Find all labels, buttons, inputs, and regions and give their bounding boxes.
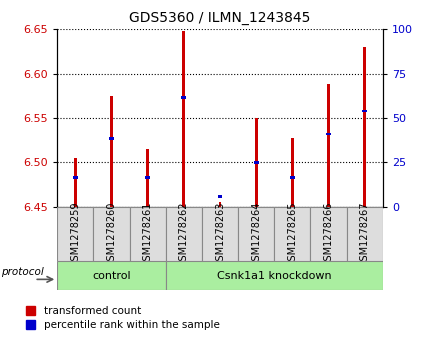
Bar bbox=[363, 47, 366, 207]
Text: control: control bbox=[92, 271, 131, 281]
Text: GSM1278262: GSM1278262 bbox=[179, 201, 189, 267]
Bar bbox=[290, 176, 295, 179]
Bar bbox=[182, 31, 185, 207]
Bar bbox=[363, 110, 367, 112]
Bar bbox=[110, 96, 113, 207]
FancyBboxPatch shape bbox=[93, 207, 129, 261]
Text: GSM1278265: GSM1278265 bbox=[287, 201, 297, 267]
FancyBboxPatch shape bbox=[166, 261, 383, 290]
Text: GSM1278260: GSM1278260 bbox=[106, 201, 117, 267]
FancyBboxPatch shape bbox=[274, 207, 311, 261]
FancyBboxPatch shape bbox=[311, 207, 347, 261]
Bar bbox=[181, 96, 186, 99]
Text: GSM1278264: GSM1278264 bbox=[251, 201, 261, 267]
Text: GSM1278261: GSM1278261 bbox=[143, 201, 153, 267]
FancyBboxPatch shape bbox=[202, 207, 238, 261]
Bar bbox=[146, 149, 149, 207]
Text: protocol: protocol bbox=[1, 268, 44, 277]
FancyBboxPatch shape bbox=[57, 261, 166, 290]
Bar bbox=[326, 132, 331, 135]
Bar bbox=[74, 158, 77, 207]
Bar bbox=[327, 84, 330, 207]
Text: GSM1278267: GSM1278267 bbox=[360, 201, 370, 267]
Text: GSM1278259: GSM1278259 bbox=[70, 201, 80, 267]
Bar bbox=[145, 176, 150, 179]
Bar bbox=[73, 176, 77, 179]
FancyBboxPatch shape bbox=[57, 207, 93, 261]
FancyBboxPatch shape bbox=[347, 207, 383, 261]
Text: GSM1278263: GSM1278263 bbox=[215, 201, 225, 267]
Bar bbox=[219, 203, 221, 207]
Bar bbox=[255, 118, 258, 207]
Title: GDS5360 / ILMN_1243845: GDS5360 / ILMN_1243845 bbox=[129, 11, 311, 25]
FancyBboxPatch shape bbox=[166, 207, 202, 261]
Legend: transformed count, percentile rank within the sample: transformed count, percentile rank withi… bbox=[23, 303, 223, 333]
Bar bbox=[218, 195, 222, 197]
FancyBboxPatch shape bbox=[129, 207, 166, 261]
Bar bbox=[254, 161, 259, 164]
Text: Csnk1a1 knockdown: Csnk1a1 knockdown bbox=[217, 271, 332, 281]
Text: GSM1278266: GSM1278266 bbox=[323, 201, 334, 267]
Bar bbox=[291, 138, 294, 207]
Bar bbox=[109, 137, 114, 140]
FancyBboxPatch shape bbox=[238, 207, 274, 261]
